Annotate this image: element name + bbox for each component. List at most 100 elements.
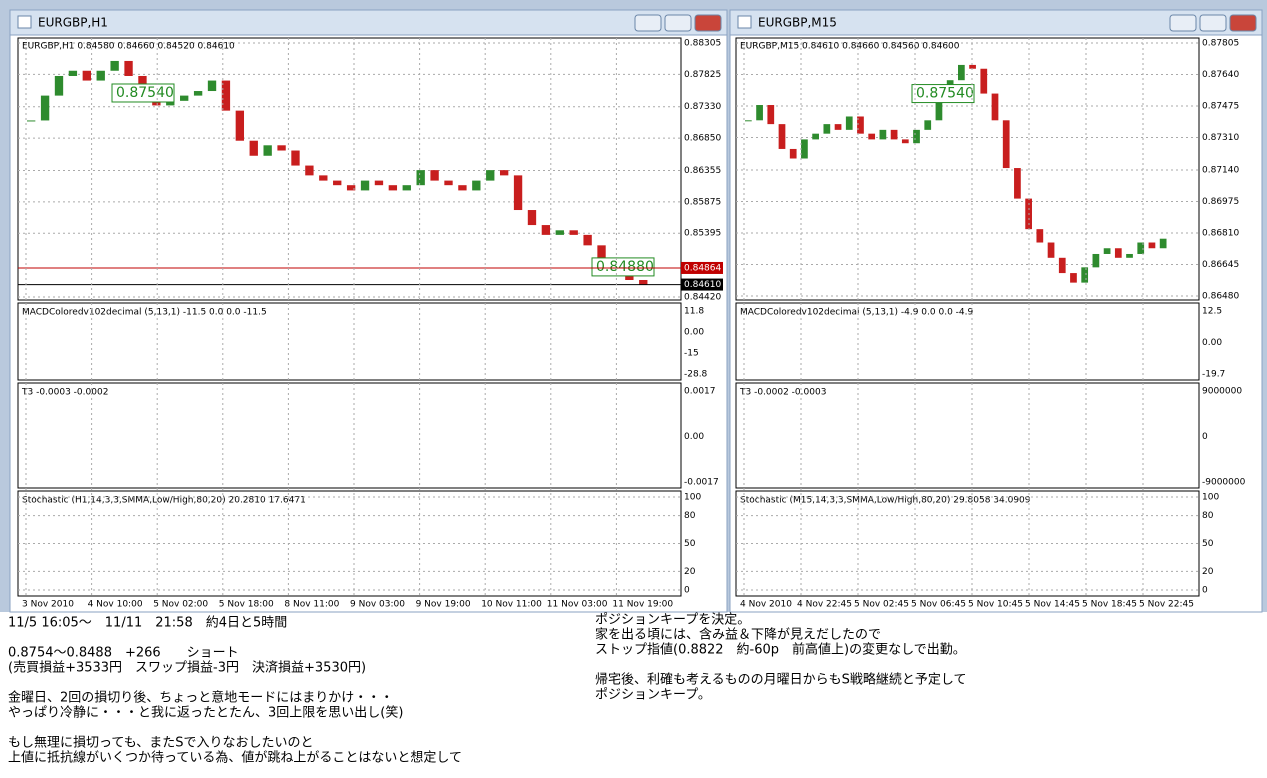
indicator-tick-label: 0	[1202, 432, 1208, 442]
candle	[110, 60, 119, 71]
candle	[1148, 242, 1156, 249]
indicator-tick-label: 0.00	[684, 432, 704, 442]
x-tick-label: 4 Nov 2010	[740, 600, 792, 610]
x-tick-label: 3 Nov 2010	[22, 600, 74, 610]
indicator-tick-label: 9000000	[1202, 387, 1242, 397]
candle	[991, 93, 999, 121]
candle	[305, 165, 314, 176]
candle	[96, 70, 105, 81]
candle	[374, 180, 384, 186]
candle	[901, 139, 909, 144]
price-tag	[681, 261, 723, 274]
close-button[interactable]	[1229, 14, 1257, 32]
note-line: 家を出る頃には、含み益＆下降が見えだしたので	[595, 627, 881, 643]
note-line: 0.8754～0.8488 +266 ショート	[8, 646, 239, 661]
y-tick-label: 0.87640	[1202, 70, 1239, 80]
candle	[40, 95, 50, 121]
candle	[1058, 257, 1066, 274]
indicator-tick-label: 50	[684, 539, 696, 549]
indicator-tick-label: -19.7	[1202, 370, 1225, 380]
maximize-button[interactable]	[664, 14, 692, 32]
x-tick-label: 5 Nov 18:00	[219, 600, 274, 610]
minimize-button[interactable]	[634, 14, 662, 32]
candle	[834, 124, 842, 130]
indicator-tick-label: 11.8	[684, 307, 704, 317]
x-tick-label: 5 Nov 06:45	[911, 600, 966, 610]
x-tick-label: 5 Nov 18:45	[1082, 600, 1137, 610]
price-box-label: 0.84880	[596, 259, 654, 275]
indicator-label: MACDColoredv102decimal (5,13,1) -4.9 0.0…	[740, 308, 973, 318]
candle	[555, 230, 564, 235]
candle	[444, 180, 453, 186]
note-line: ポジションキープを決定。	[595, 613, 750, 628]
note-line: ポジションキープ。	[595, 688, 711, 703]
indicator-tick-label: -0.0017	[684, 478, 719, 488]
indicator-tick-label: 0	[1202, 586, 1208, 596]
candle	[935, 99, 943, 121]
candle	[756, 105, 763, 121]
candle	[499, 170, 509, 176]
y-tick-label: 0.86810	[1202, 228, 1239, 238]
indicator-label: MACDColoredv102decimal (5,13,1) -11.5 0.…	[22, 308, 267, 318]
candle	[767, 105, 775, 125]
price-box	[911, 84, 975, 104]
candle	[1047, 242, 1055, 258]
chart-info: EURGBP,H1 0.84580 0.84660 0.84520 0.8461…	[22, 42, 235, 52]
candle	[801, 139, 808, 159]
x-tick-label: 9 Nov 03:00	[350, 600, 405, 610]
x-tick-label: 4 Nov 22:45	[797, 600, 852, 610]
x-tick-label: 4 Nov 10:00	[88, 600, 143, 610]
indicator-tick-label: 0.00	[684, 328, 704, 338]
candle	[319, 175, 328, 181]
candle	[1126, 253, 1133, 258]
y-tick-label: 0.86355	[684, 166, 721, 176]
close-button[interactable]	[694, 14, 722, 32]
indicator-label: T3 -0.0003 -0.0002	[21, 388, 108, 398]
price-tag-label: 0.84610	[684, 280, 721, 290]
candle	[789, 148, 797, 159]
window-title: EURGBP,M15	[758, 16, 837, 30]
candle	[583, 234, 592, 246]
indicator-tick-label: 100	[684, 493, 701, 503]
indicator-label: Stochastic (H1,14,3,3,SMMA,Low/High,80,2…	[22, 496, 306, 506]
candle	[235, 110, 245, 141]
y-tick-label: 0.87805	[1202, 38, 1239, 48]
candle	[388, 185, 398, 191]
candle	[845, 116, 853, 130]
candle	[333, 180, 342, 186]
indicator-tick-label: 100	[1202, 493, 1219, 503]
note-line: ストップ指値(0.8822 約-60p 前高値上)の変更なしで出勤。	[595, 642, 966, 658]
candle	[1114, 248, 1122, 258]
plot-area	[735, 382, 1200, 489]
candle	[180, 95, 189, 101]
x-tick-label: 5 Nov 10:45	[968, 600, 1023, 610]
note-line: やっぱり冷静に・・・と我に返ったとたん、3回上限を思い出し(笑)	[8, 705, 403, 721]
candle	[360, 180, 370, 191]
candle	[778, 124, 786, 149]
indicator-tick-label: -15	[684, 349, 699, 359]
candle	[823, 124, 831, 134]
indicator-tick-label: 0.00	[1202, 338, 1222, 348]
y-tick-label: 0.87330	[684, 102, 721, 112]
indicator-tick-label: -28.8	[684, 370, 708, 380]
chart-info: EURGBP,M15 0.84610 0.84660 0.84560 0.846…	[740, 42, 960, 52]
indicator-tick-label: 20	[684, 567, 696, 577]
price-box-label: 0.87540	[116, 85, 174, 101]
candle	[346, 185, 356, 191]
candle	[291, 150, 300, 166]
candle	[597, 245, 606, 265]
maximize-button[interactable]	[1199, 14, 1227, 32]
candle	[868, 133, 876, 140]
candle	[430, 170, 439, 181]
candle	[1081, 267, 1089, 283]
candle	[625, 274, 634, 280]
indicator-tick-label: 0.0017	[684, 387, 716, 397]
y-tick-label: 0.86975	[1202, 197, 1239, 207]
x-tick-label: 5 Nov 02:45	[854, 600, 909, 610]
minimize-button[interactable]	[1169, 14, 1197, 32]
x-tick-label: 10 Nov 11:00	[481, 600, 542, 610]
y-tick-label: 0.87140	[1202, 165, 1239, 175]
candle	[639, 279, 648, 285]
indicator-label: Stochastic (M15,14,3,3,SMMA,Low/High,80,…	[740, 496, 1031, 506]
candle	[1070, 273, 1077, 283]
